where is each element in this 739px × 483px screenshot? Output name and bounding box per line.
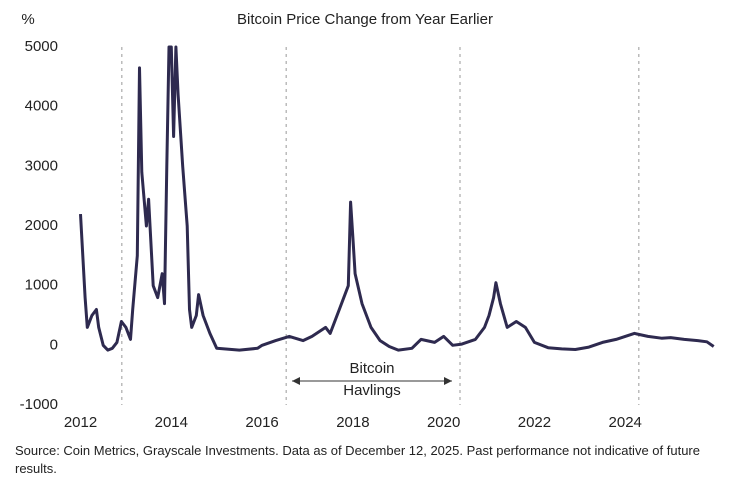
x-tick-label: 2018 <box>336 414 369 431</box>
annotation-text: Bitcoin <box>349 360 394 377</box>
x-tick-label: 2016 <box>245 414 278 431</box>
y-tick-label: 0 <box>50 336 58 353</box>
y-tick-label: 1000 <box>25 277 58 294</box>
y-tick-label: 2000 <box>25 217 58 234</box>
annotation: Bitcoin Havlings <box>292 360 452 399</box>
x-tick-label: 2024 <box>609 414 642 431</box>
x-tick-label: 2020 <box>427 414 460 431</box>
y-tick-label: 4000 <box>25 98 58 115</box>
chart-title: Bitcoin Price Change from Year Earlier <box>237 11 493 28</box>
x-tick-label: 2014 <box>155 414 188 431</box>
chart: % Bitcoin Price Change from Year Earlier… <box>20 11 715 431</box>
y-tick-label: 3000 <box>25 157 58 174</box>
data-line <box>79 45 715 352</box>
annotation-text: Havlings <box>343 382 401 399</box>
x-tick-label: 2022 <box>518 414 551 431</box>
y-tick-label: -1000 <box>20 396 58 413</box>
source-note: Source: Coin Metrics, Grayscale Investme… <box>15 443 700 476</box>
y-axis-label: % <box>21 11 34 28</box>
y-tick-label: 5000 <box>25 38 58 55</box>
x-tick-label: 2012 <box>64 414 97 431</box>
